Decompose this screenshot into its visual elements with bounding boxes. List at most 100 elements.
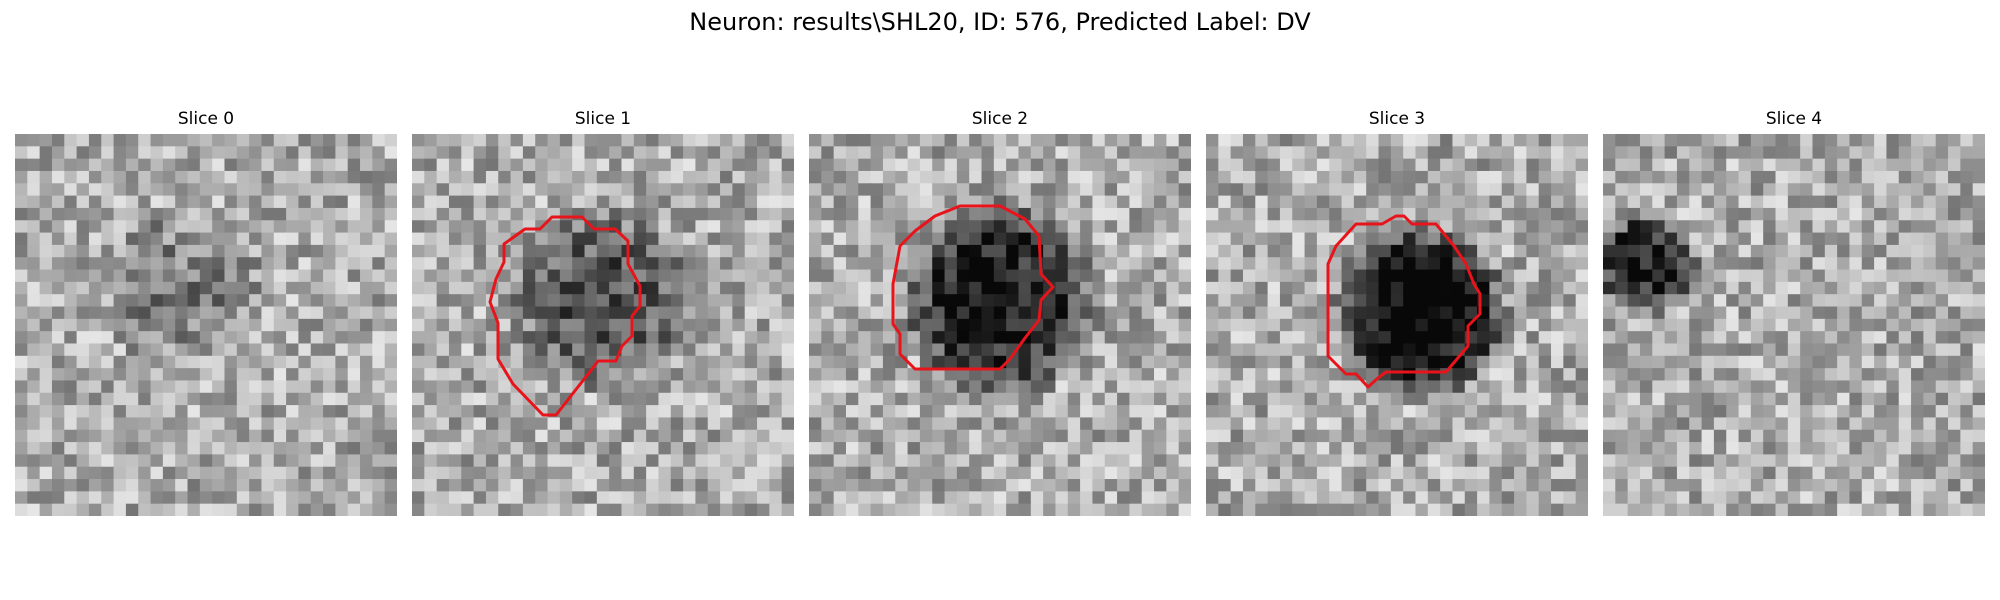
image-pixel: [1935, 269, 1949, 283]
image-pixel: [596, 220, 610, 234]
image-pixel: [485, 331, 499, 345]
image-pixel: [621, 479, 635, 492]
image-pixel: [858, 368, 872, 382]
image-pixel: [1726, 355, 1740, 369]
image-pixel: [1006, 417, 1020, 431]
image-pixel: [1563, 355, 1577, 369]
image-pixel: [1603, 503, 1616, 516]
image-pixel: [1824, 442, 1838, 455]
image-pixel: [436, 454, 450, 468]
image-pixel: [1316, 429, 1330, 443]
image-pixel: [1911, 380, 1924, 394]
image-pixel: [981, 207, 995, 221]
image-pixel: [932, 318, 946, 332]
image-pixel: [1117, 207, 1130, 221]
image-pixel: [485, 195, 499, 209]
image-pixel: [944, 429, 958, 443]
image-pixel: [720, 158, 733, 172]
image-pixel: [1575, 134, 1588, 147]
image-pixel: [744, 195, 758, 209]
image-pixel: [1750, 331, 1764, 345]
image-pixel: [1129, 429, 1143, 443]
image-pixel: [1080, 294, 1094, 308]
image-pixel: [1440, 318, 1454, 332]
image-pixel: [833, 207, 847, 221]
image-pixel: [821, 170, 835, 184]
image-pixel: [993, 479, 1007, 492]
image-pixel: [162, 232, 176, 246]
image-pixel: [1178, 442, 1191, 455]
image-pixel: [907, 244, 921, 258]
image-pixel: [1972, 331, 1985, 345]
image-pixel: [236, 429, 250, 443]
image-pixel: [609, 491, 623, 505]
image-pixel: [310, 454, 324, 468]
image-pixel: [633, 257, 647, 271]
image-pixel: [646, 479, 660, 492]
image-pixel: [720, 343, 733, 357]
image-pixel: [1563, 134, 1577, 147]
image-pixel: [1948, 368, 1961, 382]
image-pixel: [298, 294, 312, 308]
image-pixel: [286, 294, 300, 308]
image-pixel: [833, 454, 847, 468]
image-pixel: [1403, 281, 1417, 295]
image-pixel: [1603, 232, 1616, 246]
image-pixel: [1218, 158, 1232, 172]
image-pixel: [1603, 405, 1616, 419]
image-pixel: [744, 442, 758, 455]
image-pixel: [522, 281, 536, 295]
image-pixel: [707, 134, 721, 147]
image-pixel: [286, 207, 300, 221]
image-pixel: [1341, 491, 1355, 505]
image-pixel: [1689, 355, 1703, 369]
image-pixel: [1874, 232, 1888, 246]
image-pixel: [199, 281, 213, 295]
image-pixel: [1639, 134, 1653, 147]
image-pixel: [633, 220, 647, 234]
image-pixel: [1366, 318, 1380, 332]
image-pixel: [1898, 454, 1912, 468]
image-pixel: [1551, 269, 1564, 283]
image-pixel: [76, 257, 90, 271]
image-pixel: [436, 195, 450, 209]
image-pixel: [695, 232, 709, 246]
image-pixel: [448, 158, 462, 172]
image-pixel: [781, 380, 794, 394]
image-pixel: [236, 257, 250, 271]
image-pixel: [1664, 454, 1678, 468]
image-pixel: [732, 207, 746, 221]
image-pixel: [695, 479, 709, 492]
image-pixel: [138, 442, 152, 455]
image-pixel: [1664, 158, 1678, 172]
image-pixel: [1166, 355, 1180, 369]
image-pixel: [1563, 429, 1577, 443]
image-pixel: [646, 318, 660, 332]
image-pixel: [323, 281, 336, 295]
image-pixel: [744, 318, 758, 332]
image-pixel: [658, 429, 672, 443]
image-pixel: [1117, 343, 1130, 357]
image-pixel: [412, 220, 425, 234]
image-pixel: [261, 195, 275, 209]
image-pixel: [1390, 343, 1404, 357]
image-pixel: [1080, 405, 1094, 419]
image-pixel: [51, 207, 65, 221]
image-pixel: [1043, 442, 1057, 455]
image-pixel: [360, 380, 373, 394]
image-pixel: [412, 466, 425, 480]
image-pixel: [1104, 331, 1118, 345]
image-pixel: [547, 269, 561, 283]
image-pixel: [547, 146, 561, 160]
image-pixel: [1563, 368, 1577, 382]
image-pixel: [535, 244, 549, 258]
image-pixel: [1750, 146, 1764, 160]
image-pixel: [1972, 454, 1985, 468]
image-pixel: [1117, 306, 1130, 320]
image-pixel: [1960, 257, 1974, 271]
image-pixel: [1489, 491, 1503, 505]
image-pixel: [1664, 491, 1678, 505]
image-pixel: [969, 331, 983, 345]
image-pixel: [1104, 318, 1118, 332]
image-pixel: [1292, 392, 1306, 406]
